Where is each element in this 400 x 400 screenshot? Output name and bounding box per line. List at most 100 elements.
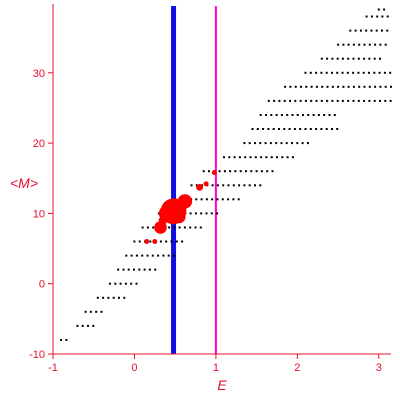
- data-point: [264, 142, 267, 145]
- data-point: [357, 57, 360, 60]
- data-point: [149, 240, 152, 243]
- data-point: [238, 156, 241, 159]
- data-point: [244, 156, 247, 159]
- x-axis-title: E: [217, 377, 227, 393]
- data-point: [389, 99, 392, 102]
- data-point: [368, 43, 371, 46]
- data-point: [183, 226, 186, 229]
- x-tick-label: 2: [294, 362, 300, 374]
- data-point: [127, 268, 130, 271]
- data-point: [249, 156, 252, 159]
- data-point: [374, 85, 377, 88]
- data-point: [248, 142, 251, 145]
- data-point: [365, 15, 368, 18]
- data-point: [100, 310, 103, 313]
- data-point: [211, 170, 217, 176]
- data-point: [365, 29, 368, 32]
- data-point: [347, 85, 350, 88]
- data-point: [374, 43, 377, 46]
- data-point: [223, 156, 225, 159]
- data-point: [256, 128, 259, 130]
- data-point: [347, 99, 350, 102]
- data-point: [154, 268, 157, 271]
- data-point: [232, 198, 235, 201]
- data-point: [135, 282, 138, 285]
- data-point: [325, 71, 328, 74]
- data-point: [260, 156, 263, 159]
- data-point: [384, 43, 387, 46]
- data-point: [315, 85, 318, 88]
- data-point: [379, 43, 382, 46]
- data-point: [195, 198, 198, 201]
- data-point: [304, 128, 307, 130]
- data-point: [359, 29, 362, 32]
- data-point: [138, 268, 141, 271]
- data-point: [337, 85, 340, 88]
- data-point: [301, 142, 304, 145]
- data-point: [124, 282, 127, 285]
- data-point: [331, 85, 334, 88]
- data-point: [189, 212, 192, 215]
- data-point: [87, 324, 89, 327]
- data-point: [363, 99, 366, 102]
- data-point: [146, 254, 149, 257]
- data-point: [250, 170, 253, 173]
- data-point: [283, 99, 286, 102]
- data-point: [320, 57, 323, 60]
- data-point: [342, 85, 345, 88]
- data-point: [269, 142, 272, 145]
- data-point: [109, 282, 111, 285]
- data-point: [221, 198, 224, 201]
- data-point: [162, 254, 165, 257]
- data-point: [321, 85, 324, 88]
- y-tick-label: 0: [39, 279, 45, 291]
- data-point: [294, 99, 297, 102]
- data-point: [76, 324, 79, 327]
- data-point: [357, 71, 360, 74]
- data-point: [390, 85, 392, 88]
- data-point: [259, 114, 262, 116]
- data-point: [336, 71, 339, 74]
- data-point: [216, 198, 219, 201]
- data-point: [218, 170, 221, 173]
- data-point: [151, 254, 154, 257]
- data-point: [300, 85, 302, 88]
- data-point: [323, 114, 326, 116]
- data-point: [170, 240, 173, 243]
- data-point: [152, 239, 158, 244]
- data-point: [315, 71, 318, 74]
- data-point: [234, 170, 237, 173]
- data-point: [114, 282, 117, 285]
- data-point: [280, 114, 283, 116]
- y-tick-label: 10: [33, 208, 45, 220]
- data-point: [65, 338, 68, 341]
- data-point: [341, 57, 344, 60]
- data-point: [310, 85, 313, 88]
- data-point: [267, 128, 270, 130]
- data-point: [363, 85, 366, 88]
- data-point: [320, 71, 323, 74]
- data-point: [216, 212, 219, 215]
- data-point: [190, 184, 193, 187]
- data-point: [384, 99, 387, 102]
- data-point: [135, 254, 138, 257]
- x-tick-label: 1: [213, 362, 219, 374]
- data-point: [107, 296, 110, 299]
- data-point: [102, 296, 105, 299]
- data-point: [245, 170, 247, 173]
- data-point: [352, 43, 355, 46]
- data-point: [281, 156, 284, 159]
- data-point: [259, 142, 262, 145]
- data-point: [125, 254, 128, 257]
- data-point: [260, 170, 263, 173]
- data-point: [296, 114, 299, 116]
- data-point: [377, 8, 380, 11]
- data-point: [363, 57, 366, 60]
- data-point: [229, 170, 232, 173]
- data-point: [379, 85, 382, 88]
- data-point: [286, 156, 289, 159]
- data-point: [368, 99, 371, 102]
- data-point: [305, 85, 308, 88]
- data-point: [383, 8, 386, 11]
- data-point: [368, 71, 370, 74]
